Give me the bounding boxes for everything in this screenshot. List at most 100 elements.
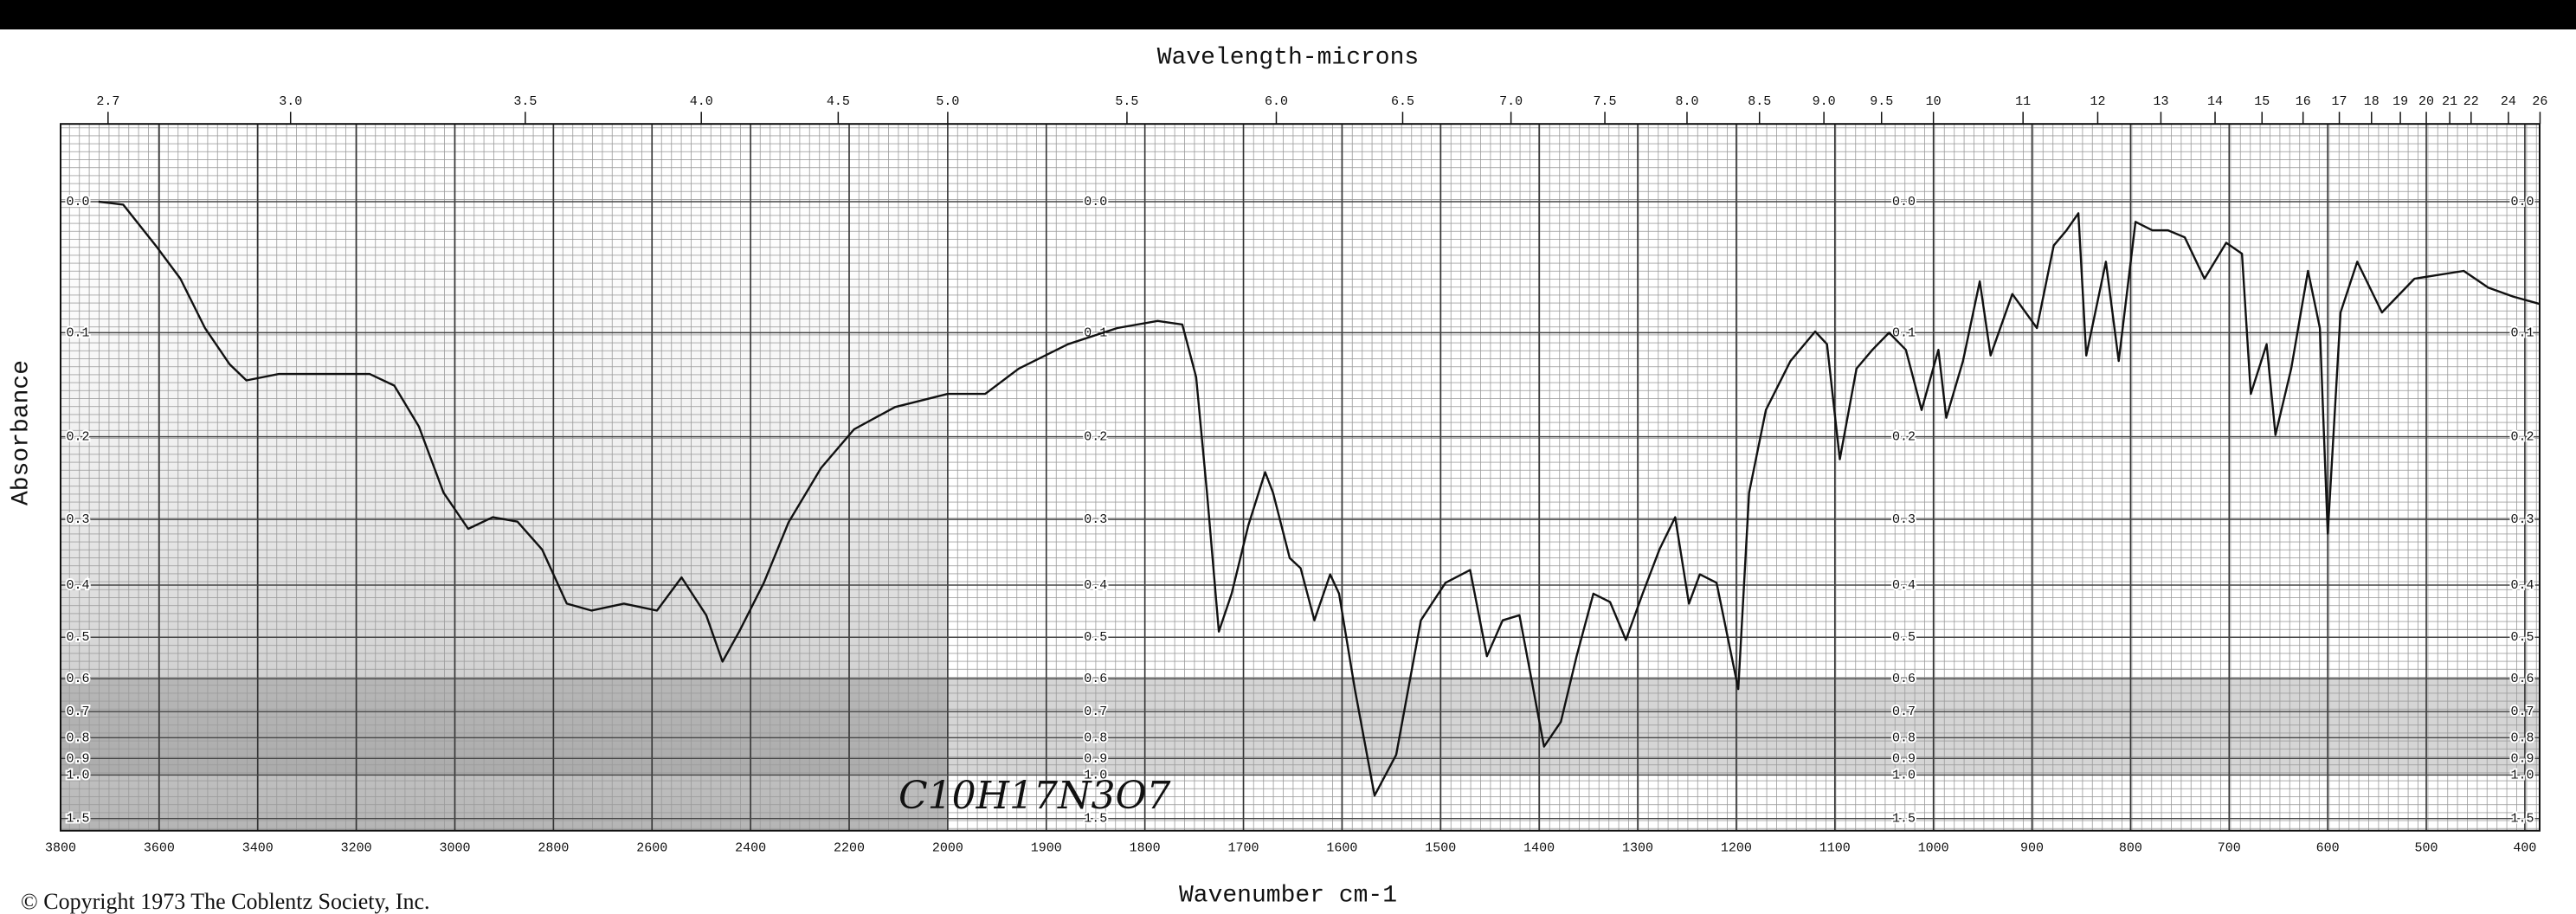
micron-tick-label: 5.0	[936, 94, 959, 109]
x-tick-label: 2800	[538, 841, 569, 856]
y-tick-label: 0.7	[1892, 705, 1916, 719]
y-tick-label: 0.1	[1892, 325, 1916, 340]
y-tick-label: 0.9	[2510, 751, 2534, 766]
x-tick-label: 2400	[735, 841, 766, 856]
micron-tick-label: 18	[2364, 94, 2380, 109]
micron-tick-label: 10	[1926, 94, 1942, 109]
x-tick-label: 3800	[45, 841, 76, 856]
y-tick-label: 0.9	[1084, 751, 1107, 766]
micron-tick-label: 24	[2501, 94, 2516, 109]
y-tick-label: 0.7	[1084, 705, 1107, 719]
chart-title: Wavelength-microns	[1157, 44, 1419, 71]
x-tick-label: 2200	[834, 841, 865, 856]
micron-tick-label: 5.5	[1115, 94, 1138, 109]
plot-area: 3800 3600 3400 3200 3000 2800 2600 2400 2200 2000…	[45, 94, 2547, 856]
x-tick-label: 2000	[932, 841, 963, 856]
y-tick-label: 0.2	[2510, 430, 2534, 445]
y-tick-label: 0.1	[2510, 325, 2534, 340]
x-tick-label: 3200	[341, 841, 372, 856]
y-tick-label: 0.3	[66, 512, 89, 527]
y-tick-label: 0.2	[1892, 430, 1916, 445]
x-tick-label: 900	[2020, 841, 2044, 856]
micron-tick-label: 16	[2296, 94, 2311, 109]
micron-tick-label: 26	[2532, 94, 2547, 109]
y-tick-label: 0.2	[1084, 430, 1107, 445]
y-tick-label: 0.6	[1892, 672, 1916, 686]
micron-tick-label: 13	[2153, 94, 2168, 109]
y-tick-label: 0.0	[1892, 195, 1916, 209]
y-tick-label: 1.0	[2510, 768, 2534, 782]
y-tick-label: 0.6	[1084, 672, 1107, 686]
y-tick-label: 0.0	[2510, 195, 2534, 209]
y-tick-label: 1.5	[1892, 812, 1916, 827]
y-tick-label: 0.8	[2510, 731, 2534, 745]
y-tick-label: 0.8	[1892, 731, 1916, 745]
y-tick-label: 0.7	[66, 705, 89, 719]
x-tick-label: 700	[2218, 841, 2241, 856]
x-tick-label: 1600	[1326, 841, 1357, 856]
micron-tick-label: 17	[2332, 94, 2347, 109]
micron-tick-label: 14	[2207, 94, 2223, 109]
copyright: © Copyright 1973 The Coblentz Society, I…	[21, 889, 430, 914]
y-tick-label: 0.7	[2510, 705, 2534, 719]
annotation: C10H17N3O7	[898, 774, 1171, 818]
y-tick-label: 0.9	[1892, 751, 1916, 766]
y-tick-label: 0.8	[66, 731, 89, 745]
micron-tick-label: 19	[2392, 94, 2408, 109]
x-tick-label: 600	[2316, 841, 2340, 856]
y-tick-label: 0.3	[1084, 512, 1107, 527]
micron-tick-label: 3.5	[513, 94, 537, 109]
micron-tick-label: 20	[2418, 94, 2434, 109]
y-tick-label: 0.4	[2510, 578, 2534, 593]
y-tick-label: 1.5	[1084, 812, 1107, 827]
micron-tick-label: 3.0	[279, 94, 302, 109]
x-tick-label: 1500	[1425, 841, 1456, 856]
micron-tick-label: 9.5	[1870, 94, 1893, 109]
micron-tick-label: 6.0	[1265, 94, 1288, 109]
micron-tick-label: 7.0	[1499, 94, 1523, 109]
y-tick-label: 0.6	[2510, 672, 2534, 686]
x-tick-label: 1000	[1918, 841, 1949, 856]
micron-tick-label: 7.5	[1594, 94, 1617, 109]
y-tick-label: 1.0	[1084, 768, 1107, 782]
micron-tick-label: 8.0	[1675, 94, 1698, 109]
y-tick-label: 0.4	[66, 578, 89, 593]
x-tick-label: 500	[2415, 841, 2438, 856]
x-tick-label: 1100	[1819, 841, 1851, 856]
y-tick-label: 0.5	[1084, 630, 1107, 645]
y-tick-label: 0.5	[66, 630, 89, 645]
micron-tick-label: 8.5	[1748, 94, 1771, 109]
x-tick-label: 1400	[1523, 841, 1555, 856]
micron-tick-label: 2.7	[96, 94, 119, 109]
y-tick-label: 0.5	[2510, 630, 2534, 645]
y-tick-label: 0.3	[1892, 512, 1916, 527]
x-tick-label: 2600	[636, 841, 667, 856]
y-tick-label: 1.5	[66, 812, 89, 827]
y-tick-label: 0.8	[1084, 731, 1107, 745]
y-tick-label: 1.5	[2510, 812, 2534, 827]
minor-grid	[61, 124, 2540, 831]
micron-tick-label: 22	[2463, 94, 2479, 109]
y-tick-label: 1.0	[1892, 768, 1916, 782]
y-tick-label: 0.0	[66, 195, 89, 209]
x-tick-label: 800	[2119, 841, 2142, 856]
micron-tick-label: 15	[2254, 94, 2270, 109]
plot-frame	[60, 123, 2541, 832]
x-tick-label: 1900	[1031, 841, 1062, 856]
x-tick-label: 3400	[242, 841, 274, 856]
x-tick-label: 3000	[439, 841, 470, 856]
x-tick-label: 1200	[1721, 841, 1752, 856]
y-tick-label: 0.4	[1892, 578, 1916, 593]
y-tick-label: 0.3	[2510, 512, 2534, 527]
x-tick-label: 1300	[1622, 841, 1653, 856]
x-tick-label: 3600	[144, 841, 175, 856]
micron-tick-label: 12	[2090, 94, 2105, 109]
micron-tick-label: 6.5	[1391, 94, 1414, 109]
x-tick-label: 1800	[1130, 841, 1161, 856]
y-tick-label: 0.9	[66, 751, 89, 766]
y-tick-label: 0.0	[1084, 195, 1107, 209]
y-tick-label: 0.2	[66, 430, 89, 445]
x-axis-title: Wavenumber cm-1	[1179, 882, 1397, 909]
y-axis-title: Absorbance	[8, 360, 35, 505]
